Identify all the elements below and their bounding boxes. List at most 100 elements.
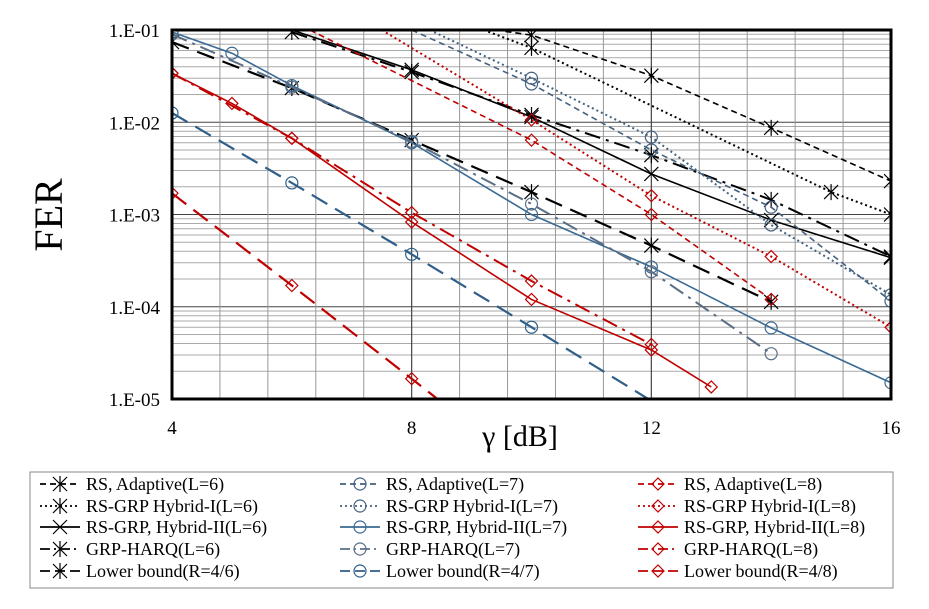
data-point	[644, 143, 658, 157]
series-14	[172, 66, 659, 352]
data-point	[764, 347, 778, 361]
legend-marker	[353, 499, 367, 513]
legend-marker	[651, 499, 665, 513]
legend-label: RS-GRP, Hybrid-II(L=8)	[684, 517, 865, 538]
data-point	[643, 147, 659, 164]
data-point	[883, 248, 891, 265]
data-point	[643, 237, 659, 254]
legend-label: GRP-HARQ(L=8)	[684, 539, 818, 560]
data-point	[763, 293, 779, 310]
data-point	[172, 186, 179, 201]
legend-label: RS, Adaptive(L=7)	[386, 474, 524, 495]
x-tick-label: 8	[407, 418, 417, 439]
data-point	[884, 376, 891, 390]
series-line	[429, 30, 891, 296]
legend-item: RS-GRP Hybrid-I(L=7)	[340, 496, 558, 517]
data-point	[763, 119, 779, 136]
data-point	[285, 80, 299, 94]
legend-marker	[52, 563, 68, 579]
data-point	[172, 106, 179, 120]
data-point	[284, 131, 299, 146]
legend-marker	[353, 542, 367, 556]
data-point	[172, 66, 179, 81]
series-line	[483, 30, 891, 216]
series-15	[172, 186, 439, 399]
data-point	[644, 343, 659, 357]
series-line	[172, 41, 772, 303]
legend-item: Lower bound(R=4/6)	[40, 561, 240, 582]
legend-label: RS-GRP Hybrid-I(L=7)	[386, 496, 558, 517]
legend-marker	[353, 477, 367, 491]
legend-item: Lower bound(R=4/8)	[638, 561, 838, 582]
legend-label: RS-GRP, Hybrid-II(L=6)	[86, 517, 267, 538]
data-point	[644, 265, 658, 279]
legend-item: RS-GRP Hybrid-I(L=8)	[638, 496, 856, 517]
data-point	[225, 96, 239, 111]
data-point	[284, 278, 299, 293]
legend-label: RS, Adaptive(L=6)	[86, 474, 224, 495]
data-point	[225, 46, 239, 60]
data-point	[405, 134, 419, 149]
legend-item: GRP-HARQ(L=8)	[638, 539, 818, 560]
legend-item: RS-GRP, Hybrid-II(L=6)	[40, 517, 267, 538]
x-tick-label: 4	[167, 418, 177, 439]
legend-label: GRP-HARQ(L=7)	[386, 539, 520, 560]
series-layer	[172, 30, 891, 399]
series-2	[483, 30, 891, 223]
legend-label: RS-GRP, Hybrid-II(L=7)	[386, 517, 567, 538]
legend-item: RS, Adaptive(L=6)	[40, 474, 224, 495]
legend: RS, Adaptive(L=6)RS-GRP Hybrid-I(L=6)RS-…	[40, 474, 865, 582]
legend-marker	[52, 519, 68, 535]
y-tick-label: 1.E-03	[109, 206, 160, 227]
x-tick-labels: 4 8 12 16	[167, 418, 900, 439]
data-point	[884, 294, 891, 308]
legend-item: RS-GRP Hybrid-I(L=6)	[40, 496, 258, 517]
data-point	[524, 71, 539, 85]
plot-frame	[170, 28, 893, 401]
data-point	[404, 205, 419, 220]
data-point	[643, 67, 659, 84]
legend-label: Lower bound(R=4/6)	[86, 561, 240, 582]
series-4	[284, 30, 891, 265]
legend-item: RS, Adaptive(L=8)	[638, 474, 822, 495]
data-point	[764, 249, 779, 264]
series-line	[309, 30, 772, 301]
data-point	[524, 39, 539, 56]
y-tick-label: 1.E-02	[109, 113, 160, 134]
data-point	[524, 197, 539, 211]
data-point	[524, 320, 539, 334]
data-point	[285, 176, 299, 190]
legend-item: GRP-HARQ(L=7)	[340, 539, 520, 560]
x-tick-label: 16	[882, 418, 901, 439]
data-point	[883, 173, 891, 190]
legend-label: Lower bound(R=4/8)	[684, 561, 838, 582]
y-tick-label: 1.E-01	[109, 21, 160, 42]
series-12	[381, 30, 891, 335]
data-point	[764, 292, 779, 307]
data-point	[524, 113, 539, 127]
series-line	[381, 30, 891, 329]
series-11	[309, 30, 779, 307]
data-point	[524, 106, 539, 123]
series-6	[411, 30, 891, 308]
data-point	[524, 133, 539, 147]
series-line	[411, 30, 891, 302]
series-line	[172, 192, 439, 399]
legend-marker	[651, 564, 665, 578]
data-point	[884, 320, 891, 335]
data-point	[404, 371, 419, 386]
data-point	[524, 292, 539, 307]
data-point	[644, 130, 658, 144]
x-axis-label: γ [dB]	[481, 420, 558, 453]
data-point	[284, 30, 300, 41]
data-point	[764, 200, 778, 214]
data-point	[643, 166, 659, 182]
data-point	[404, 215, 419, 229]
series-9	[172, 30, 778, 361]
data-point	[823, 184, 839, 201]
data-point	[644, 207, 659, 222]
series-line	[172, 33, 772, 355]
legend-marker	[651, 477, 665, 491]
series-line	[172, 112, 649, 399]
